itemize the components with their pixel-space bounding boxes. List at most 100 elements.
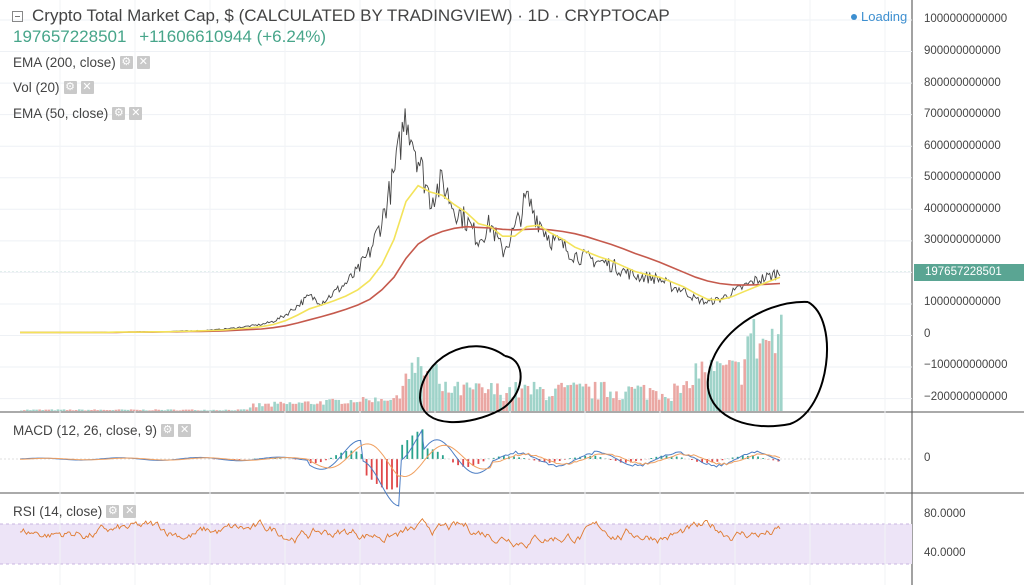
macd-histogram-bar bbox=[421, 429, 424, 459]
gear-icon[interactable]: ⚙ bbox=[161, 424, 175, 437]
gear-icon[interactable]: ⚙ bbox=[119, 56, 133, 69]
macd-histogram-bar bbox=[533, 459, 536, 461]
volume-bar bbox=[627, 386, 630, 411]
volume-bar bbox=[407, 378, 411, 411]
volume-bar bbox=[71, 410, 75, 411]
rsi-series bbox=[19, 517, 781, 549]
volume-bar bbox=[374, 397, 377, 411]
chart-title-row: Crypto Total Market Cap, $ (CALCULATED B… bbox=[12, 6, 670, 26]
indicator-ema200[interactable]: EMA (200, close) ⚙ ✕ bbox=[13, 55, 150, 70]
collapse-icon[interactable] bbox=[12, 10, 23, 22]
volume-bar bbox=[352, 402, 356, 411]
macd-histogram-bar bbox=[335, 455, 337, 459]
volume-bar bbox=[517, 397, 521, 411]
volume-bar bbox=[709, 359, 713, 411]
macd-histogram-bar bbox=[630, 459, 632, 463]
macd-histogram-bar bbox=[675, 456, 678, 459]
volume-bar bbox=[468, 387, 472, 411]
volume-bar bbox=[621, 399, 624, 411]
macd-histogram-bar bbox=[624, 459, 627, 463]
volume-bar bbox=[123, 409, 127, 411]
macd-histogram-bar bbox=[563, 459, 566, 460]
volume-bar bbox=[160, 409, 164, 411]
volume-bar bbox=[615, 391, 618, 411]
close-icon[interactable]: ✕ bbox=[178, 424, 192, 437]
volume-bar bbox=[706, 378, 710, 411]
indicator-vol[interactable]: Vol (20) ⚙ ✕ bbox=[13, 80, 94, 95]
volume-bar bbox=[523, 384, 527, 411]
price-axis-label: −200000000000 bbox=[924, 391, 1008, 403]
chart-title: Crypto Total Market Cap, $ (CALCULATED B… bbox=[32, 6, 670, 25]
volume-bar bbox=[410, 362, 414, 411]
volume-bar bbox=[734, 361, 737, 411]
macd-histogram-bar bbox=[609, 459, 612, 460]
volume-bar bbox=[688, 388, 692, 411]
volume-bar bbox=[20, 410, 23, 411]
close-icon[interactable]: ✕ bbox=[136, 56, 150, 69]
macd-histogram-bar bbox=[472, 459, 475, 466]
volume-bar bbox=[456, 381, 460, 411]
volume-bar bbox=[749, 333, 753, 411]
close-icon[interactable]: ✕ bbox=[129, 107, 143, 120]
volume-bar bbox=[502, 400, 505, 411]
volume-bar bbox=[139, 410, 142, 411]
macd-histogram-bar bbox=[599, 457, 602, 459]
macd-histogram-bar bbox=[594, 455, 597, 459]
volume-bar bbox=[432, 366, 435, 411]
volume-bar bbox=[166, 409, 170, 411]
volume-bar bbox=[50, 409, 54, 411]
volume-bar bbox=[224, 409, 228, 411]
macd-histogram-bar bbox=[635, 459, 637, 461]
gear-icon[interactable]: ⚙ bbox=[63, 81, 77, 94]
indicator-macd[interactable]: MACD (12, 26, close, 9) ⚙ ✕ bbox=[13, 423, 192, 438]
macd-histogram-bar bbox=[553, 459, 556, 462]
volume-bar bbox=[462, 384, 466, 411]
volume-bar bbox=[364, 398, 368, 411]
macd-histogram-bar bbox=[721, 459, 724, 461]
volume-bar bbox=[746, 336, 750, 411]
volume-bar bbox=[438, 383, 441, 411]
volume-bar bbox=[325, 399, 328, 411]
volume-bar bbox=[679, 392, 682, 411]
volume-bar bbox=[459, 395, 463, 411]
volume-bar bbox=[44, 409, 48, 411]
volume-bar bbox=[560, 382, 563, 411]
indicator-rsi[interactable]: RSI (14, close) ⚙ ✕ bbox=[13, 504, 137, 519]
volume-bar bbox=[743, 359, 746, 411]
volume-bar bbox=[441, 391, 444, 411]
rsi-band bbox=[0, 524, 912, 564]
close-icon[interactable]: ✕ bbox=[80, 81, 94, 94]
macd-histogram-bar bbox=[457, 459, 459, 466]
gear-icon[interactable]: ⚙ bbox=[106, 505, 120, 518]
volume-bar bbox=[23, 410, 26, 411]
volume-bar bbox=[251, 403, 255, 411]
volume-bar bbox=[111, 410, 115, 411]
macd-histogram-bar bbox=[741, 455, 744, 459]
volume-bar bbox=[447, 392, 450, 411]
volume-bar bbox=[212, 409, 215, 411]
volume-bar bbox=[53, 410, 57, 411]
volume-bar bbox=[480, 387, 484, 411]
close-icon[interactable]: ✕ bbox=[123, 505, 137, 518]
macd-histogram-bar bbox=[452, 459, 454, 463]
volume-bar bbox=[334, 399, 337, 411]
volume-bar bbox=[618, 399, 621, 411]
volume-bar bbox=[657, 399, 661, 411]
volume-bar bbox=[313, 404, 316, 411]
macd-histogram-bar bbox=[706, 459, 709, 463]
last-price: 197657228501 bbox=[13, 27, 127, 46]
volume-bar bbox=[642, 384, 646, 411]
volume-bar bbox=[764, 339, 768, 411]
volume-bar bbox=[529, 394, 533, 411]
volume-bar bbox=[544, 400, 548, 411]
volume-bar bbox=[300, 402, 304, 411]
volume-bar bbox=[105, 410, 109, 411]
volume-bar bbox=[660, 393, 664, 411]
volume-bar bbox=[697, 378, 701, 411]
macd-histogram-bar bbox=[416, 431, 419, 459]
volume-bar bbox=[630, 386, 634, 411]
gear-icon[interactable]: ⚙ bbox=[112, 107, 126, 120]
indicator-ema50[interactable]: EMA (50, close) ⚙ ✕ bbox=[13, 106, 143, 121]
macd-histogram-bar bbox=[502, 455, 505, 459]
